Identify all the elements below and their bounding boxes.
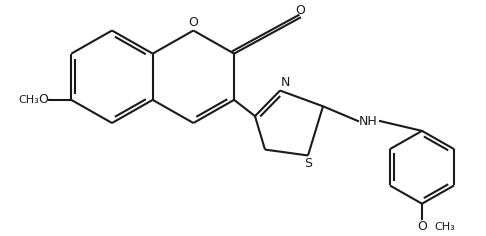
Text: CH₃: CH₃ [434,222,455,232]
Text: O: O [38,93,48,106]
Text: CH₃: CH₃ [18,95,39,105]
Text: N: N [281,76,290,88]
Text: S: S [304,157,312,170]
Text: O: O [189,16,198,29]
Text: O: O [417,220,427,233]
Text: NH: NH [359,114,378,127]
Text: O: O [295,4,305,17]
